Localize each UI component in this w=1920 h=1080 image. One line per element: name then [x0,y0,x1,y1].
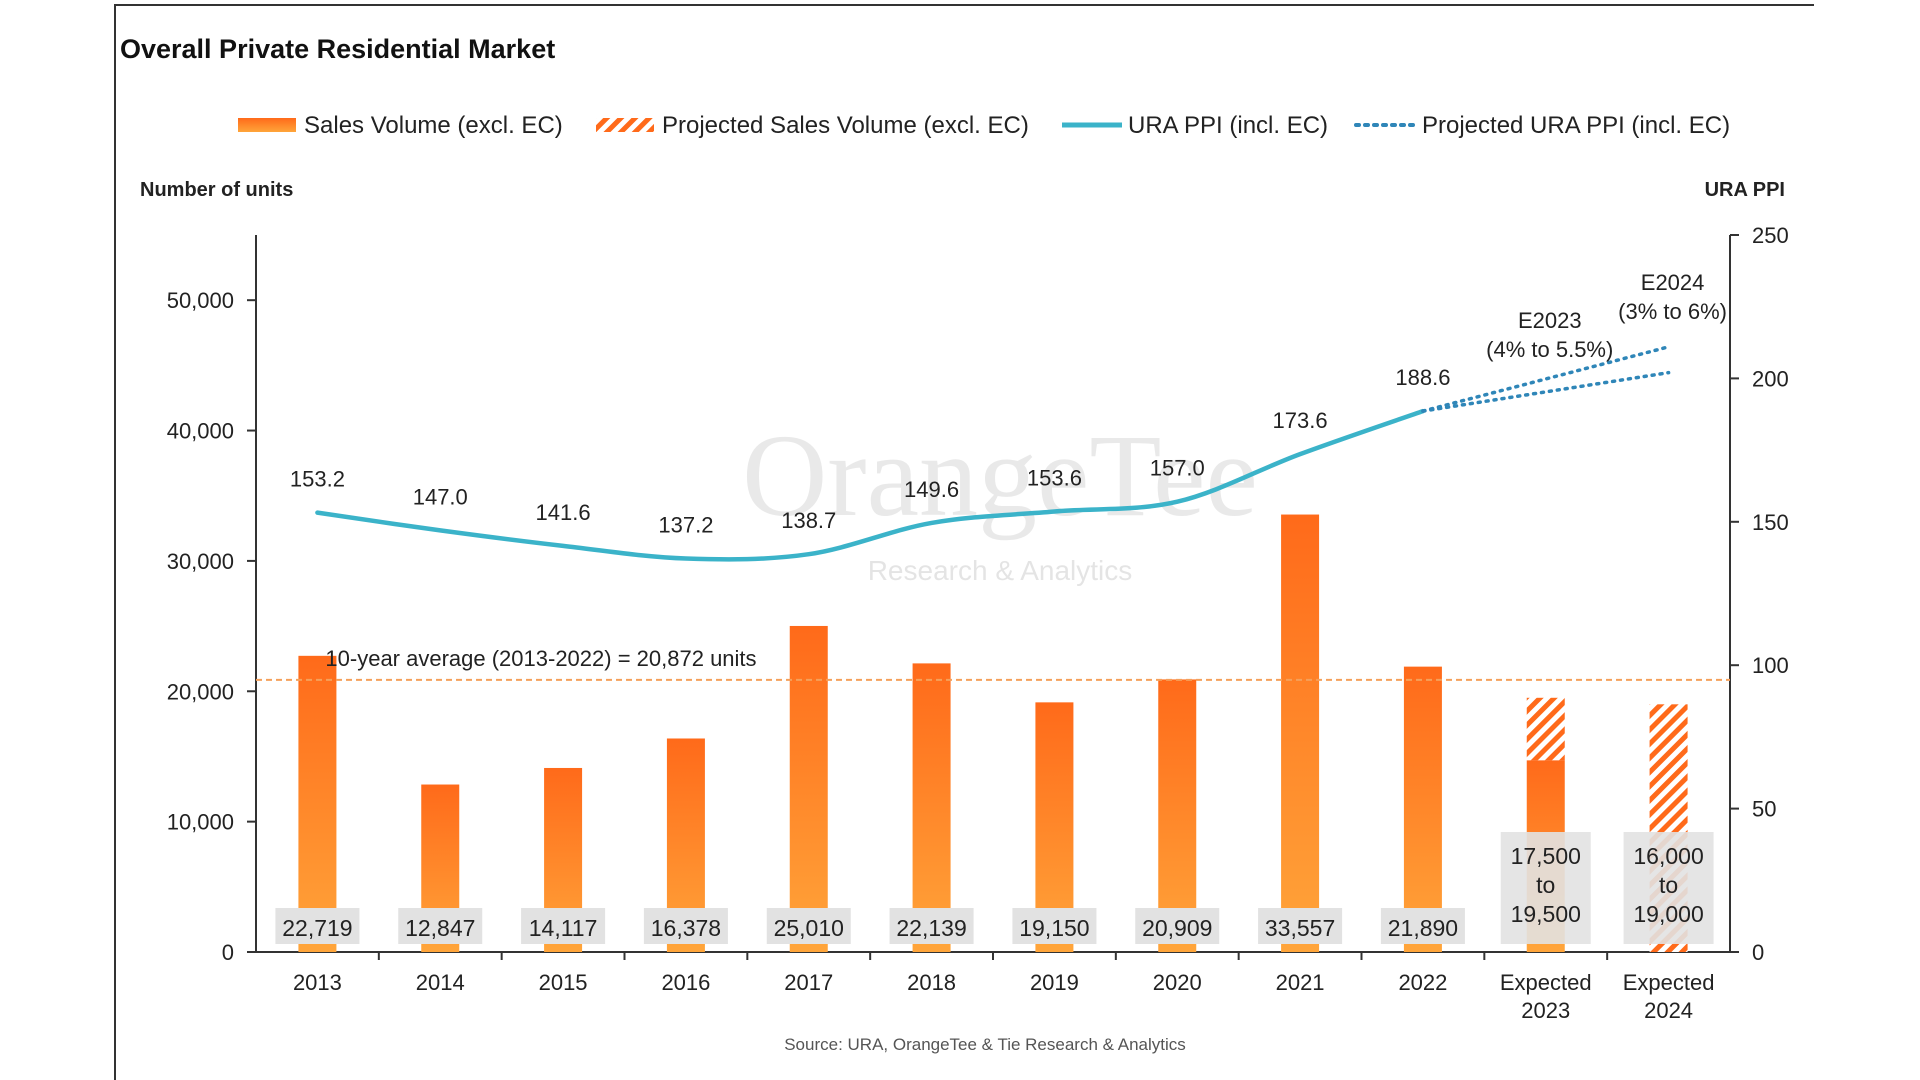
source-note: Source: URA, OrangeTee & Tie Research & … [784,1035,1186,1054]
left-axis-title: Number of units [140,179,293,201]
projected-value-label: 19,000 [1633,901,1703,927]
projected-ppi-annotation: E2024 [1641,270,1705,295]
x-tick-label: 2014 [416,970,465,995]
projected-value-box [1500,832,1591,944]
projected-bar [1526,697,1565,761]
left-tick-label: 50,000 [167,288,234,313]
sales-bar [1403,666,1442,952]
watermark: OrangeTee Research & Analytics [742,410,1258,586]
projected-ppi-annotation: E2023 [1518,308,1582,333]
bar-value-label: 19,150 [1019,915,1089,941]
ura-ppi-label: 188.6 [1395,365,1450,390]
x-tick-label: 2023 [1521,998,1570,1023]
sales-bar [1281,514,1320,952]
bar-value-label: 22,719 [282,915,352,941]
watermark-subtitle: Research & Analytics [868,555,1133,586]
bar-value-box [643,908,728,944]
ura-ppi-label: 153.2 [290,467,345,492]
bar-value-box [1258,908,1343,944]
right-tick-label: 250 [1752,223,1789,248]
right-axis-title: URA PPI [1705,179,1785,201]
projected-value-label: to [1536,872,1555,898]
projected-value-box [1623,832,1714,944]
average-line-group: 10-year average (2013-2022) = 20,872 uni… [256,646,1730,681]
projected-value-label: to [1659,872,1678,898]
watermark-logo: OrangeTee [742,410,1258,541]
bar-value-label: 33,557 [1265,915,1335,941]
bar-value-box [521,908,606,944]
legend-label: URA PPI (incl. EC) [1128,112,1328,139]
axes: 0 10,000 20,000 30,000 40,000 50,000 0 50 100 150… [167,223,1789,1023]
bar-value-label: 22,139 [896,915,966,941]
projected-value-label: 19,500 [1511,901,1581,927]
projected-ppi-annotation: (3% to 6%) [1618,299,1727,324]
bar-value-label: 14,117 [529,915,598,941]
projected-value-label: 17,500 [1511,843,1581,869]
right-tick-label: 50 [1752,797,1776,822]
projected-ppi-annotation: (4% to 5.5%) [1486,337,1613,362]
ura-ppi-label: 138.7 [781,508,836,533]
bar-value-label: 16,378 [651,915,721,941]
left-tick-label: 20,000 [167,679,234,704]
legend-label: Sales Volume (excl. EC) [304,112,563,139]
bar-value-box [398,908,483,944]
sales-bar [912,663,951,952]
ura-ppi-label: 137.2 [658,513,713,538]
x-tick-label: 2015 [539,970,588,995]
left-tick-label: 0 [222,940,234,965]
x-tick-label: Expected [1500,970,1592,995]
bar-value-box [1012,908,1097,944]
right-tick-label: 150 [1752,510,1789,535]
chart-title: Overall Private Residential Market [120,34,555,64]
ura-ppi-label: 141.6 [536,500,591,525]
bar-value-box [766,908,851,944]
bar-value-box [889,908,974,944]
sales-bar [789,625,828,952]
bar-value-box [275,908,360,944]
ppi-line-group: 153.2 147.0 141.6 137.2 138.7 149.6 153.6 157.0… [290,270,1727,562]
legend-swatch-projected-sales [596,118,654,132]
ura-ppi-label: 147.0 [413,484,468,509]
bar-value-box [1135,908,1220,944]
legend-label: Projected Sales Volume (excl. EC) [662,112,1029,139]
x-tick-label: 2017 [784,970,833,995]
sales-bar [1158,679,1197,952]
sales-bar [298,655,337,952]
right-tick-label: 100 [1752,653,1789,678]
x-tick-label: 2019 [1030,970,1079,995]
x-tick-label: 2022 [1398,970,1447,995]
ura-ppi-label: 149.6 [904,477,959,502]
legend-label: Projected URA PPI (incl. EC) [1422,112,1730,139]
ura-ppi-line [315,408,1426,562]
projected-ppi-lower-line [1421,370,1671,413]
bar-value-label: 21,890 [1388,915,1458,941]
bar-value-box [1380,908,1465,944]
ura-ppi-label: 173.6 [1273,408,1328,433]
legend: Sales Volume (excl. EC) Projected Sales V… [238,112,1730,139]
x-tick-label: 2024 [1644,998,1693,1023]
x-tick-label: 2021 [1276,970,1325,995]
bar-value-label: 25,010 [774,915,844,941]
x-tick-label: 2016 [661,970,710,995]
x-tick-label: Expected [1623,970,1715,995]
right-tick-label: 200 [1752,366,1789,391]
projected-ppi-upper-line [1421,345,1671,413]
legend-swatch-sales-volume [238,118,296,132]
bar-value-label: 12,847 [405,915,475,941]
bar-value-label: 20,909 [1142,915,1212,941]
bar-labels: 22,719 12,847 14,117 16,378 25,010 22,139 19,1… [275,832,1714,944]
left-tick-label: 30,000 [167,549,234,574]
ura-ppi-label: 157.0 [1150,456,1205,481]
ura-ppi-label: 153.6 [1027,465,1082,490]
right-tick-label: 0 [1752,940,1764,965]
chart-frame [114,4,1814,1080]
x-tick-label: 2020 [1153,970,1202,995]
projected-value-label: 16,000 [1633,843,1703,869]
x-tick-label: 2013 [293,970,342,995]
left-tick-label: 10,000 [167,810,234,835]
x-tick-label: 2018 [907,970,956,995]
left-tick-label: 40,000 [167,419,234,444]
average-line-label: 10-year average (2013-2022) = 20,872 uni… [325,646,756,671]
